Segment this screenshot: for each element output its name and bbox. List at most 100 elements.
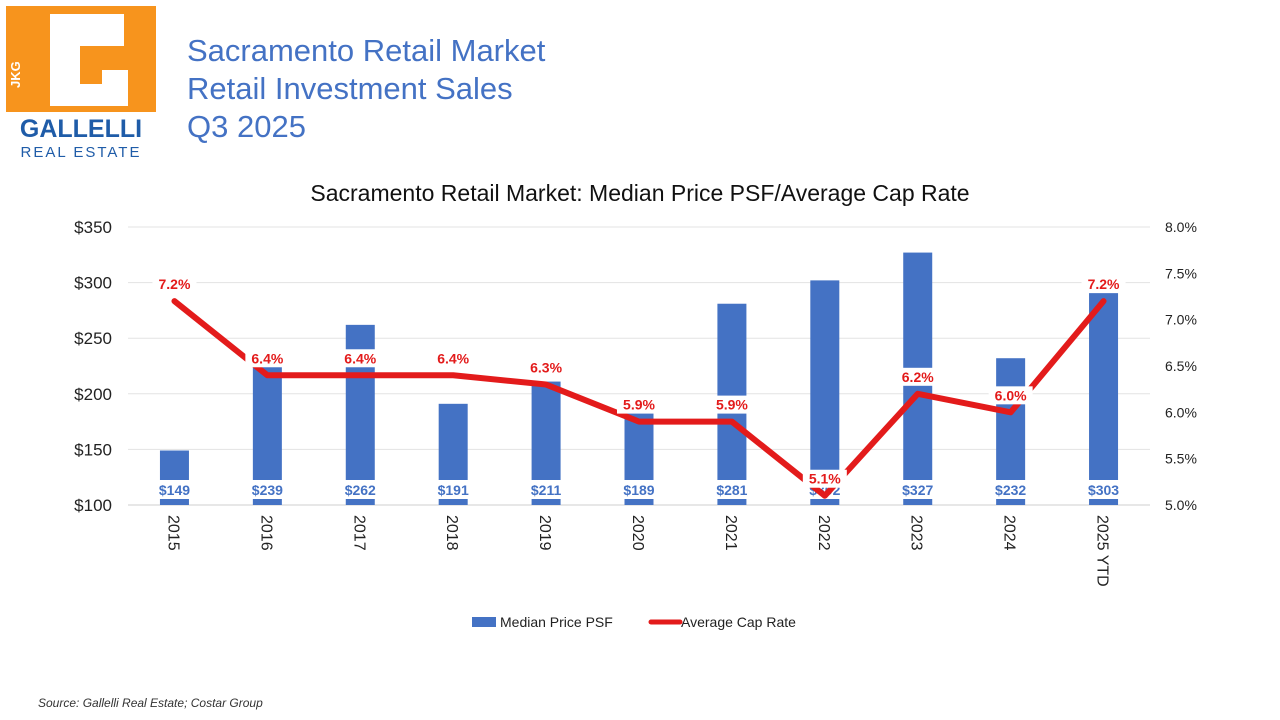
line-data-label: 7.2%	[1088, 276, 1120, 292]
company-logo: JKG GALLELLI REAL ESTATE	[6, 6, 156, 160]
category-label: 2022	[815, 515, 832, 551]
cap-rate-point	[1009, 411, 1012, 414]
chart-title: Sacramento Retail Market: Median Price P…	[310, 180, 969, 206]
category-label: 2024	[1001, 515, 1018, 551]
logo-company-name: GALLELLI	[20, 115, 142, 143]
line-label-bg	[802, 469, 847, 488]
logo-g-mark	[50, 14, 128, 106]
cap-rate-point	[916, 392, 919, 395]
chart: Sacramento Retail Market: Median Price P…	[74, 180, 1197, 630]
left-axis-tick-label: $250	[74, 329, 112, 348]
cap-rate-point	[1102, 300, 1105, 303]
category-labels: 2015 2016 2017 2018 2019 2020 2021 2022 2023 2024…	[164, 515, 1110, 587]
legend-bar-label: Median Price PSF	[500, 614, 613, 630]
category-label: 2020	[629, 515, 646, 551]
category-label: 2021	[722, 515, 739, 551]
bar-data-label: $211	[531, 482, 562, 498]
line-data-label: 5.9%	[716, 397, 748, 413]
line-data-label: 7.2%	[158, 276, 190, 292]
right-axis-ticks: 5.0% 5.5% 6.0% 6.5% 7.0% 7.5% 8.0%	[1165, 219, 1197, 513]
right-axis-tick-label: 7.5%	[1165, 265, 1197, 281]
line-data-label: 5.1%	[809, 471, 841, 487]
line-label-bg	[245, 349, 290, 368]
cap-rate-point	[266, 374, 269, 377]
line-label-bg	[709, 395, 754, 414]
bar-data-label: $232	[995, 482, 1026, 498]
left-axis-tick-label: $200	[74, 385, 112, 404]
bar-data-label: $327	[902, 482, 933, 498]
bar-label-bg	[614, 480, 664, 499]
bar-label-bg	[521, 480, 572, 499]
legend: Median Price PSF Average Cap Rate	[472, 614, 796, 630]
bar-2022	[810, 280, 840, 505]
category-label: 2017	[350, 515, 367, 551]
line-label-bg	[1081, 275, 1126, 294]
line-data-label: 6.2%	[902, 369, 934, 385]
category-label: 2015	[164, 515, 181, 551]
line-data-label: 6.4%	[437, 350, 469, 366]
line-label-bg	[338, 349, 383, 368]
category-label: 2019	[536, 515, 553, 551]
line-label-bg	[152, 275, 197, 294]
logo-mark-letters: JKG	[8, 61, 23, 88]
category-label: 2023	[908, 515, 925, 551]
line-data-label: 6.0%	[995, 387, 1027, 403]
line-series	[171, 298, 1107, 499]
bar-data-label: $281	[716, 482, 747, 498]
line-label-bg	[431, 349, 476, 368]
bar-series	[159, 252, 1119, 505]
cap-rate-point	[545, 383, 548, 386]
bar-label-bg	[335, 480, 386, 499]
left-axis-ticks: $100 $150 $200 $250 $300 $350	[74, 218, 112, 515]
header-titles: Sacramento Retail Market Retail Investme…	[187, 32, 545, 146]
left-axis-tick-label: $150	[74, 440, 112, 459]
header-line-3: Q3 2025	[187, 109, 306, 144]
cap-rate-point	[823, 494, 826, 497]
cap-rate-point	[173, 300, 176, 303]
line-label-bg	[895, 367, 940, 386]
legend-line-label: Average Cap Rate	[681, 614, 796, 630]
line-data-label: 5.9%	[623, 397, 655, 413]
cap-rate-point	[638, 420, 640, 423]
category-label: 2025 YTD	[1094, 515, 1111, 587]
grid-lines	[128, 226, 1150, 506]
bar-data-label: $149	[159, 482, 190, 498]
bar-label-bg	[892, 480, 943, 499]
bar-data-label: $303	[1088, 482, 1119, 498]
bar-label-bg	[149, 480, 200, 499]
line-data-label: 6.3%	[530, 360, 562, 376]
bar-data-label: $191	[438, 482, 469, 498]
cap-rate-point	[730, 420, 733, 423]
right-axis-tick-label: 8.0%	[1165, 219, 1197, 235]
bar-labels: $149 $239 $262 $191 $211 $189 $281 $302 $327 $232…	[149, 480, 1129, 499]
line-label-bg	[524, 358, 569, 377]
bar-label-bg	[985, 480, 1036, 499]
line-label-bg	[617, 395, 661, 414]
right-axis-tick-label: 5.0%	[1165, 497, 1197, 513]
left-axis-tick-label: $100	[74, 496, 112, 515]
bar-label-bg	[242, 480, 293, 499]
bar-label-bg	[1078, 480, 1129, 499]
bar-label-bg	[428, 480, 479, 499]
cap-rate-point	[452, 374, 455, 377]
logo-subtitle: REAL ESTATE	[21, 144, 142, 160]
line-data-label: 6.4%	[251, 350, 283, 366]
category-label: 2018	[443, 515, 460, 551]
header-line-1: Sacramento Retail Market	[187, 33, 546, 68]
category-label: 2016	[257, 515, 274, 551]
header-line-2: Retail Investment Sales	[187, 71, 513, 106]
bar-data-label: $239	[252, 482, 283, 498]
line-data-label: 6.4%	[344, 350, 376, 366]
bar-label-bg	[706, 480, 757, 499]
legend-bar-swatch	[472, 617, 496, 627]
left-axis-tick-label: $300	[74, 274, 112, 293]
left-axis-tick-label: $350	[74, 218, 112, 237]
bar-data-label: $262	[345, 482, 376, 498]
source-note: Source: Gallelli Real Estate; Costar Gro…	[38, 696, 263, 710]
cap-rate-point	[359, 374, 362, 377]
right-axis-tick-label: 5.5%	[1165, 451, 1197, 467]
right-axis-tick-label: 7.0%	[1165, 312, 1197, 328]
logo-g-notch	[80, 70, 102, 84]
right-axis-tick-label: 6.5%	[1165, 358, 1197, 374]
line-labels: 7.2% 6.4% 6.4% 6.4% 6.3% 5.9% 5.9% 5.1% 6.2% 6.0%…	[152, 275, 1126, 488]
